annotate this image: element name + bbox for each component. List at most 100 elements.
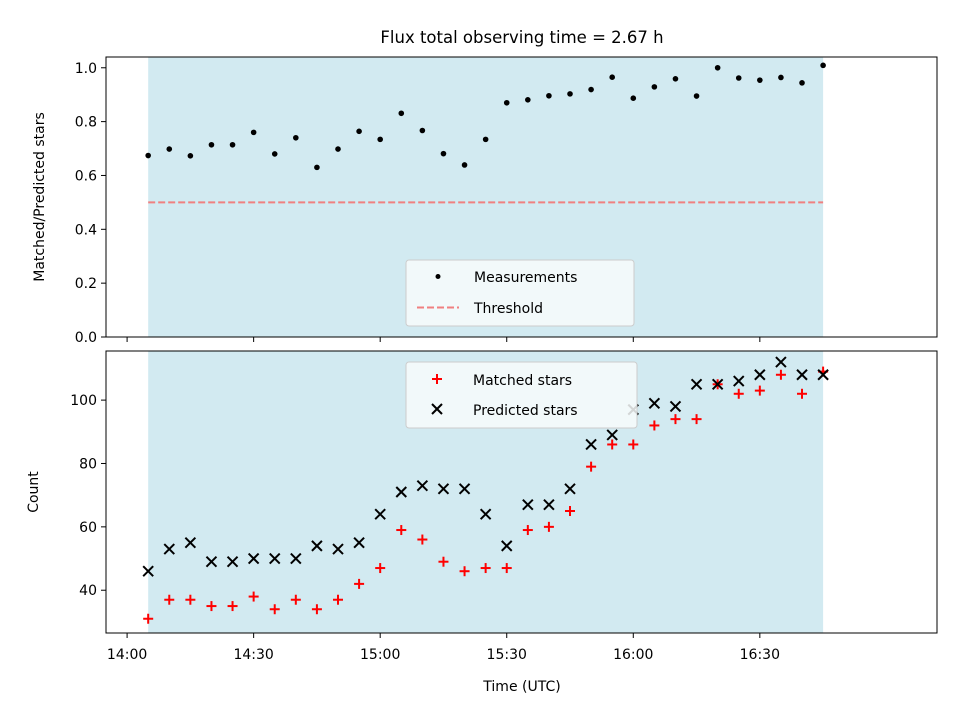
bottom-y-tick-label: 40 (79, 583, 97, 599)
predicted-star-point (711, 378, 724, 390)
predicted-star-point (205, 556, 218, 568)
predicted-star-point (163, 543, 175, 555)
predicted-star-point (564, 483, 576, 495)
measurement-point (377, 136, 383, 143)
measurement-points (145, 62, 826, 171)
predicted-star-point (585, 438, 597, 451)
predicted-star-point (501, 540, 513, 552)
measurement-point (799, 80, 805, 86)
predicted-legend-label: Predicted stars (473, 403, 578, 419)
measurement-legend-marker (435, 274, 441, 279)
matched-star-point (733, 388, 744, 399)
predicted-star-point (648, 397, 661, 409)
x-tick-label: 16:00 (613, 647, 653, 663)
matched-star-point (227, 601, 238, 612)
measurement-point (293, 134, 299, 141)
measurement-legend-label: Measurements (474, 270, 577, 286)
top-y-tick-label: 0.8 (75, 115, 97, 131)
measurement-point (525, 97, 531, 103)
matched-star-point (586, 461, 597, 472)
bottom-plot-frame (105, 350, 938, 634)
predicted-star-point (290, 552, 302, 565)
measurement-point (503, 99, 510, 106)
ratio-panel: 0.0 0.2 0.4 0.6 0.8 1.0 Matched/Predicted sta… (32, 56, 938, 346)
measurement-point (250, 129, 257, 136)
top-legend-box (405, 259, 635, 327)
matched-star-point (522, 525, 533, 536)
matched-star-point (480, 563, 491, 574)
predicted-star-point (775, 356, 787, 368)
matched-star-point (543, 521, 554, 532)
matched-star-point (417, 534, 428, 545)
measurement-point (461, 162, 468, 168)
measurement-point (440, 150, 447, 157)
matched-star-point (311, 604, 322, 615)
predicted-star-point (332, 543, 344, 555)
measurement-point (609, 74, 615, 80)
x-tick-label: 15:30 (487, 647, 527, 663)
predicted-star-point (311, 540, 323, 552)
measurement-point (187, 153, 194, 159)
bottom-x-ticks: 14:00 14:30 15:00 15:30 16:00 16:30 (107, 633, 780, 663)
measurement-point (735, 75, 742, 81)
matched-star-point (459, 566, 470, 577)
measurement-point (651, 84, 658, 90)
predicted-star-point (142, 565, 154, 577)
predicted-star-point (374, 508, 386, 520)
bottom-y-ticks: 40 60 80 100 (70, 393, 106, 599)
measurement-point (419, 127, 426, 134)
predicted-star-point (226, 556, 239, 568)
predicted-star-point (395, 486, 407, 498)
predicted-star-point (817, 369, 829, 381)
measurement-point (229, 141, 236, 148)
measurement-point (166, 146, 173, 152)
x-tick-label: 15:00 (360, 647, 400, 663)
predicted-legend-marker (431, 403, 443, 415)
predicted-star-point (690, 378, 703, 390)
matched-star-point (754, 385, 765, 396)
predicted-star-point (458, 483, 471, 495)
bottom-y-tick-label: 60 (79, 520, 97, 536)
measurement-point (398, 110, 405, 117)
measurement-point (714, 64, 721, 71)
top-plot-frame (105, 56, 938, 338)
matched-legend-label: Matched stars (473, 373, 572, 389)
x-axis-label: Time (UTC) (482, 679, 560, 695)
predicted-star-point (606, 429, 618, 441)
predicted-star-point (669, 400, 682, 413)
count-panel: 40 60 80 100 14:00 14:30 15:00 15:30 16:00 16:30… (26, 350, 938, 695)
matched-legend-marker (432, 374, 442, 384)
measurement-point (630, 95, 637, 101)
predicted-star-point (754, 369, 766, 381)
measurement-point (672, 76, 679, 82)
predicted-star-point (543, 498, 555, 511)
measurement-point (271, 151, 278, 157)
matched-star-point (628, 439, 639, 450)
predicted-star-point (437, 483, 450, 495)
matched-star-point (185, 594, 196, 605)
measurement-point (778, 74, 784, 81)
top-y-tick-label: 0.6 (75, 168, 97, 184)
top-legend: Measurements Threshold (405, 259, 635, 327)
matched-star-point (438, 556, 449, 567)
matched-star-point (691, 414, 702, 425)
measurement-point (208, 141, 215, 148)
threshold-legend-label: Threshold (473, 301, 543, 317)
x-tick-label: 14:00 (107, 647, 147, 663)
top-y-axis-label: Matched/Predicted stars (32, 112, 48, 282)
matched-star-point (206, 601, 217, 612)
predicted-star-point (269, 552, 281, 565)
predicted-star-point (416, 479, 429, 492)
x-tick-label: 14:30 (233, 647, 273, 663)
matched-star-point (396, 525, 407, 536)
chart-title: Flux total observing time = 2.67 h (380, 28, 663, 47)
measurement-point (757, 77, 763, 83)
top-y-tick-label: 1.0 (75, 61, 97, 77)
predicted-stars-points (142, 356, 829, 577)
matched-star-point (269, 604, 280, 615)
bottom-y-tick-label: 80 (79, 456, 97, 472)
measurement-point (693, 93, 700, 99)
bottom-legend: Matched stars Predicted stars (405, 361, 638, 429)
top-y-ticks: 0.0 0.2 0.4 0.6 0.8 1.0 (75, 61, 106, 346)
